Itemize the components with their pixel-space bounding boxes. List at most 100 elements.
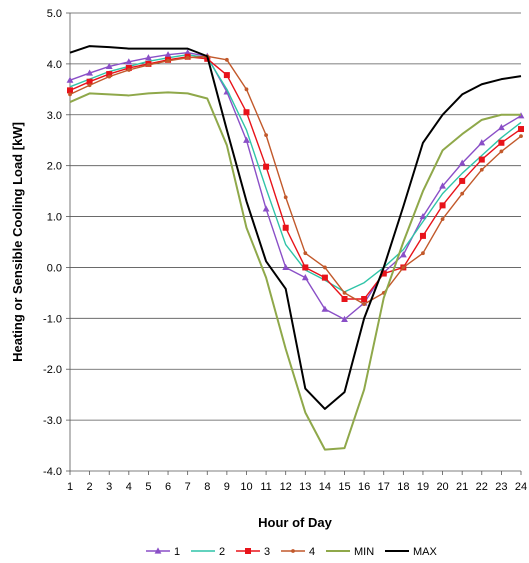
x-tick-label: 7 [185, 481, 191, 493]
y-axis-title: Heating or Sensible Cooling Load [kW] [10, 122, 25, 362]
data-point [303, 251, 308, 256]
data-point [87, 83, 92, 88]
x-axis-title: Hour of Day [258, 515, 332, 530]
y-tick-label: -2.0 [43, 364, 62, 376]
x-tick-labels: 1 2 3 4 5 6 7 8 9 10 11 12 13 14 15 16 17 18 19 20 21 22 23 24 [67, 481, 527, 493]
data-point [439, 202, 446, 209]
legend: 1 2 3 4 MIN MAX [146, 546, 438, 558]
series-line [69, 91, 521, 451]
x-tick-label: 21 [456, 481, 468, 493]
data-point [380, 270, 387, 277]
x-tick-label: 20 [436, 481, 448, 493]
series-3 [67, 53, 524, 302]
series-line [69, 54, 522, 293]
series-line [69, 55, 522, 305]
data-point [361, 295, 368, 302]
data-point [86, 69, 94, 76]
legend-item-3: 3 [236, 546, 270, 558]
data-point [146, 63, 151, 67]
x-tick-label: 18 [397, 481, 409, 493]
x-tick-label: 24 [515, 481, 527, 493]
legend-item-max: MAX [385, 546, 438, 558]
x-tick-label: 15 [338, 481, 350, 493]
legend-item-2: 2 [191, 546, 225, 558]
y-tick-label: 4.0 [47, 59, 62, 71]
legend-marker [291, 549, 295, 553]
data-point [401, 265, 406, 270]
legend-marker [154, 547, 162, 554]
series-line [69, 56, 522, 300]
y-tick-label: 0.0 [47, 262, 62, 274]
x-tick-label: 11 [260, 481, 271, 493]
data-point [244, 87, 249, 92]
data-point [106, 71, 113, 78]
legend-label: 4 [309, 546, 315, 558]
data-point [458, 159, 466, 166]
x-tick-label: 12 [280, 481, 292, 493]
data-point [399, 251, 407, 258]
data-point [107, 74, 112, 79]
legend-label: MIN [354, 546, 374, 558]
data-point [125, 64, 132, 71]
gridlines [70, 12, 521, 472]
series-line [69, 45, 522, 410]
y-tick-label: 3.0 [47, 110, 62, 122]
y-tick-labels: -4.0 -3.0 -2.0 -1.0 0.0 1.0 2.0 3.0 4.0 5.0 [43, 8, 62, 478]
y-tick-label: 5.0 [47, 8, 62, 20]
data-point [342, 290, 347, 295]
legend-marker [245, 548, 251, 554]
data-point [499, 149, 504, 154]
data-point [263, 163, 270, 170]
data-point [478, 156, 485, 163]
data-point [302, 264, 309, 271]
y-tick-label: -3.0 [43, 415, 62, 427]
data-point [301, 274, 309, 281]
y-tick-label: -4.0 [43, 466, 62, 478]
data-point [341, 295, 348, 302]
data-point [185, 55, 190, 60]
x-tick-label: 13 [299, 481, 311, 493]
series-line [69, 51, 522, 321]
data-point [145, 54, 152, 61]
x-tick-label: 8 [204, 481, 210, 493]
data-point [262, 205, 270, 212]
x-tick-label: 2 [87, 481, 93, 493]
data-point [223, 72, 230, 79]
data-point [460, 191, 465, 196]
series-min [69, 91, 521, 451]
data-point [321, 305, 329, 312]
series-1 [66, 49, 525, 322]
series-max [69, 45, 522, 410]
data-point [125, 58, 133, 65]
data-point [519, 134, 523, 139]
data-point [419, 212, 427, 220]
legend-label: MAX [413, 546, 438, 558]
x-tick-label: 16 [358, 481, 370, 493]
data-point [323, 265, 327, 270]
data-point [264, 133, 268, 138]
x-tick-label: 6 [165, 481, 171, 493]
data-point [166, 58, 170, 63]
data-point [459, 177, 466, 184]
legend-label: 3 [264, 546, 270, 558]
legend-item-1: 1 [146, 546, 180, 558]
series-2 [69, 54, 522, 293]
data-point [518, 126, 524, 133]
data-point [224, 57, 229, 62]
data-point [184, 49, 192, 56]
data-point [440, 217, 445, 222]
data-point [439, 182, 446, 189]
x-tick-label: 3 [106, 481, 112, 493]
data-point [243, 109, 250, 116]
x-tick-label: 1 [67, 481, 73, 493]
data-point [478, 139, 486, 146]
data-point [479, 167, 484, 172]
x-tick-label: 9 [224, 481, 230, 493]
data-point [362, 302, 367, 306]
y-tick-label: 1.0 [47, 212, 62, 224]
data-point [66, 76, 74, 83]
x-tick-label: 14 [319, 481, 331, 493]
data-point [68, 92, 72, 97]
data-point [164, 51, 172, 58]
